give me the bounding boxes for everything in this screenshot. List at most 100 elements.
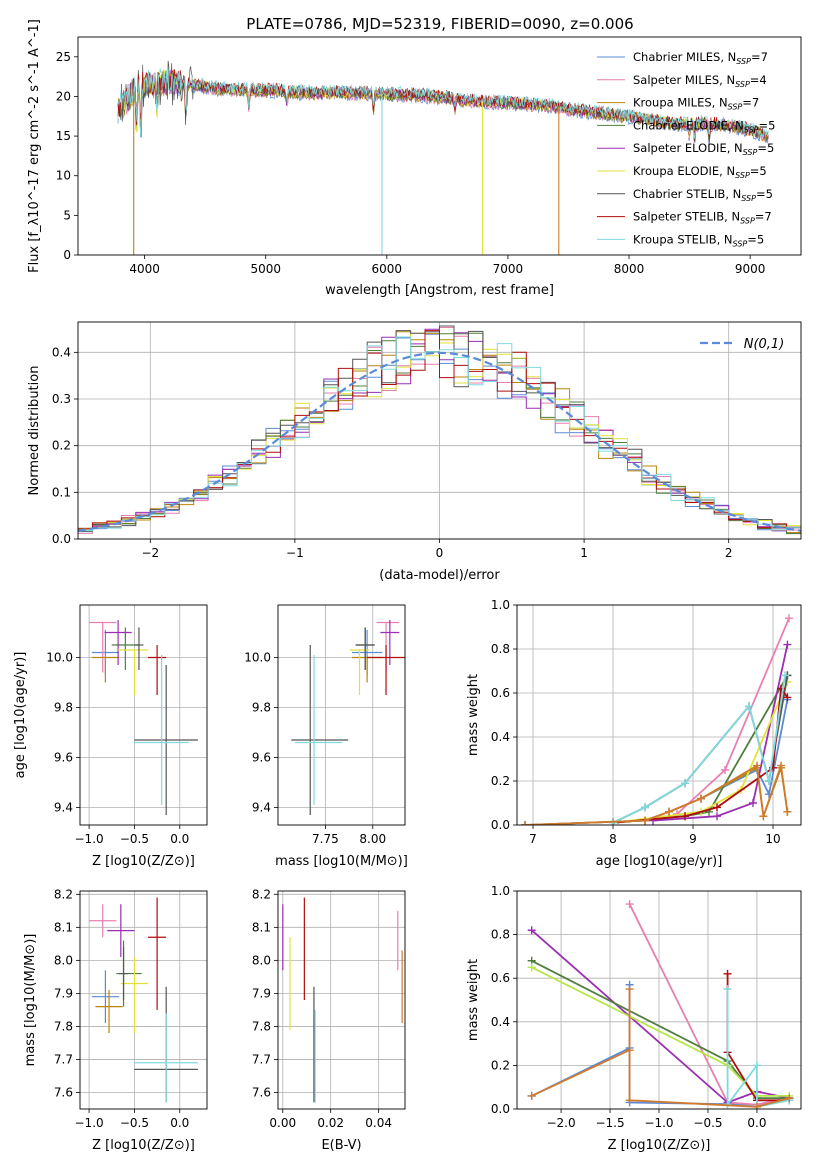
errorbars [291,620,405,815]
x-tick-label: 8.00 [359,832,386,846]
x-tick-label: 5000 [250,262,281,276]
x-tick-label: 0.0 [747,1116,766,1130]
weight-marker [713,803,721,812]
y-tick-label: 10.0 [46,651,73,665]
y-tick-label: 8.2 [252,887,271,901]
x-tick-label: 0.0 [170,1116,189,1130]
weight-marker [765,777,773,785]
weight-marker [625,900,634,909]
y-axis-label: age [log10(age/yr)] [13,652,28,779]
y-tick-label: 0 [63,248,71,262]
x-tick-label: 0.0 [170,832,189,846]
weight-marker [783,693,792,702]
histogram-lines [78,325,801,535]
y-tick-label: 7.6 [54,1085,73,1099]
legend-count: =5 [757,141,774,155]
y-tick-label: 0.0 [491,818,510,832]
y-tick-label: 0.6 [491,971,510,985]
x-axis-label: E(B-V) [321,1138,361,1153]
age_vs_mass-panel: 7.75 8.00 9.4 9.6 9.8 10.0 mass [log10(M/M⊙)] [244,604,408,869]
y-tick-label: 0.3 [52,392,71,406]
x-axis-label: wavelength [Angstrom, rest frame] [325,283,554,298]
legend-count: =7 [751,50,768,64]
y-axis-label: Flux [f_λ10^-17 erg cm^-2 s^-1 A^-1] [27,19,42,273]
legend-label: Kroupa MILES, NSSP=7 [633,96,759,112]
axes-frame [277,890,406,1110]
gaussian-curve [78,351,801,532]
histogram-panel: −2 −1 0 1 2 0.0 0.1 0.2 0.3 0.4 (data-model)/error… [27,321,802,583]
weight-marker [641,803,649,812]
y-tick-label: 0.2 [491,774,510,788]
weight-line [726,989,790,1108]
x-tick-label: −0.5 [120,832,149,846]
weight-lines [527,900,794,1109]
weight-line [726,973,790,1102]
legend-subscript: SSP [733,239,748,248]
weight-marker [785,1094,794,1103]
weight-marker [625,1046,634,1055]
charts-layer: 4000 5000 6000 7000 8000 90000510152025wavele… [13,19,802,1153]
y-tick-label: 0.4 [491,1015,510,1029]
spectrum-lines [117,60,769,255]
x-tick-label: −0.5 [120,1116,149,1130]
axes-frame [516,604,802,826]
y-tick-label: 7.8 [54,1019,73,1033]
weight_vs_Z-panel: −2.0 −1.5 −1.0 −0.5 0.0 0.0 0.2 0.4 0.6 0.8 1.0 Z [… [466,884,802,1153]
spectrum-line [117,68,769,139]
x-tick-label: −1.0 [644,1116,673,1130]
y-tick-label: 9.8 [252,701,271,715]
legend-subscript: SSP [740,217,755,226]
weight-marker [527,963,536,972]
x-tick-label: 7 [529,832,537,846]
y-tick-label: 7.8 [252,1019,271,1033]
spectrum-legend: Chabrier MILES, NSSP=7 Salpeter MILES, NS… [597,50,775,248]
weight-line [524,699,789,825]
x-axis-label: age [log10(age/yr)] [596,854,723,869]
spectrum-panel: 4000 5000 6000 7000 8000 9000 0 5 10 15 20 25 wavele… [27,19,802,298]
x-axis-label: Z [log10(Z/Z⊙)] [608,1138,711,1153]
y-tick-label: 8.1 [252,920,271,934]
weight-marker [681,812,689,821]
weight-marker [752,1102,761,1109]
y-tick-label: 0.8 [491,642,510,656]
weight-lines [521,614,793,825]
x-axis-label: mass [log10(M/M⊙)] [275,854,408,869]
y-tick-label: 25 [56,50,71,64]
legend-count: =5 [750,164,767,178]
y-tick-label: 8.2 [54,887,73,901]
y-tick-label: 10.0 [244,651,271,665]
errorbars [282,897,403,1103]
y-tick-label: 9.4 [252,801,271,815]
x-tick-label: 7000 [493,262,524,276]
y-tick-label: 15 [56,129,71,143]
weight-marker [777,761,785,770]
x-tick-label: −1.0 [75,832,104,846]
x-tick-label: −1 [286,546,304,560]
y-tick-label: 7.7 [252,1052,271,1066]
weight-marker [785,614,793,623]
weight-marker [783,640,792,649]
y-axis-label: Normed distribution [27,366,42,496]
legend-subscript: SSP [744,125,759,134]
weight-line [531,984,790,1106]
axes-frame [77,321,802,540]
y-tick-label: 0.0 [52,532,71,546]
y-tick-label: 1.0 [491,598,510,612]
legend-label: Kroupa STELIB, NSSP=5 [633,232,764,248]
y-tick-label: 0.6 [491,686,510,700]
weight-line [612,675,786,824]
weight-marker [752,1061,761,1070]
legend-count: =5 [756,187,773,201]
legend-label: Chabrier ELODIE, NSSP=5 [633,118,775,134]
weight-marker [713,812,721,821]
weight-marker [783,807,792,816]
y-tick-label: 0.4 [52,345,71,359]
weight-marker [723,985,732,994]
legend-count: =5 [759,118,776,132]
weight-line [524,764,789,825]
y-tick-label: 7.9 [252,986,271,1000]
weight-marker [527,926,536,935]
y-tick-label: 0.0 [491,1102,510,1116]
legend-subscript: SSP [743,148,758,157]
axes-frame [79,604,208,826]
